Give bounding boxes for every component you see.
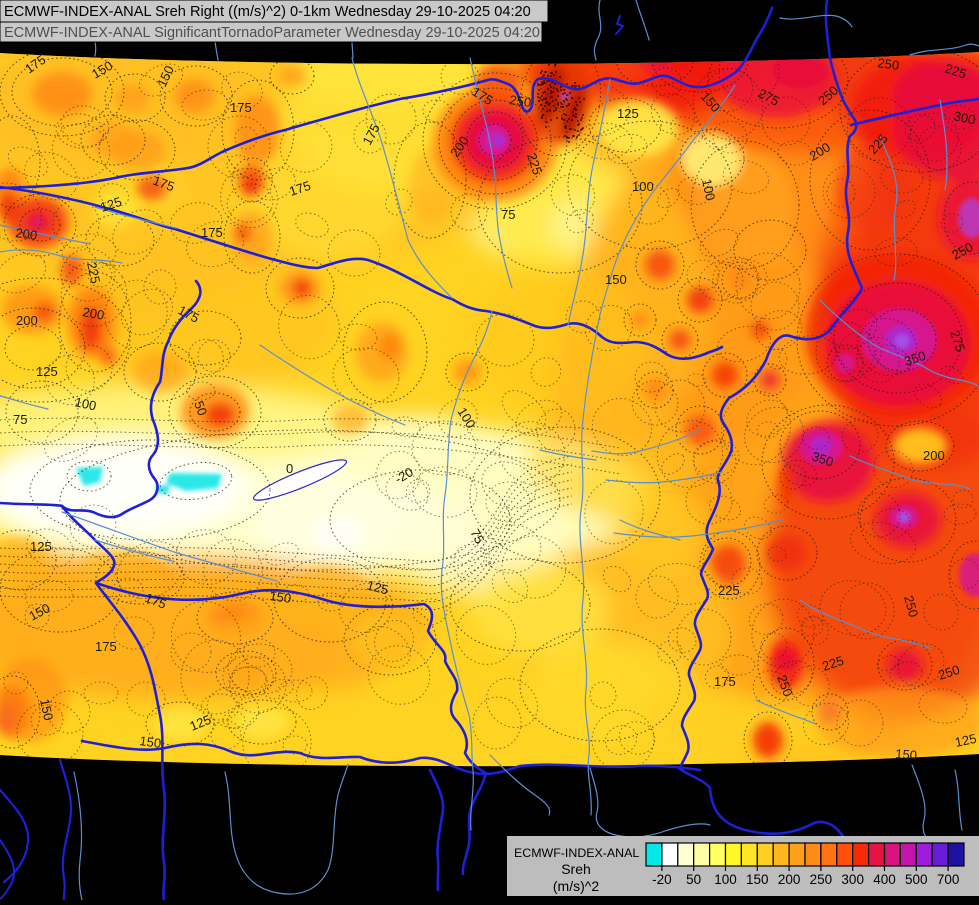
svg-text:300: 300 [841,872,864,887]
svg-text:225: 225 [943,61,968,82]
svg-text:350: 350 [902,348,927,369]
svg-text:175: 175 [230,100,252,115]
svg-text:150: 150 [37,698,56,722]
svg-text:150: 150 [895,746,918,763]
svg-text:150: 150 [746,872,769,887]
svg-text:350: 350 [810,449,835,470]
svg-text:200: 200 [15,225,39,243]
svg-text:ECMWF-INDEX-ANAL Sreh Right ((: ECMWF-INDEX-ANAL Sreh Right ((m/s)^2) 0-… [4,4,531,20]
svg-text:Sreh: Sreh [561,861,591,877]
svg-text:75: 75 [467,526,487,546]
svg-text:175: 175 [714,674,736,689]
svg-text:250: 250 [901,594,921,619]
svg-text:200: 200 [81,304,105,323]
svg-text:200: 200 [16,313,38,328]
svg-text:0: 0 [286,461,293,476]
svg-text:225: 225 [820,653,845,674]
svg-text:175: 175 [287,178,312,199]
svg-text:125: 125 [617,106,639,121]
svg-text:200: 200 [923,448,945,463]
svg-text:225: 225 [84,261,103,285]
svg-text:125: 125 [30,539,52,554]
svg-text:100: 100 [632,179,654,194]
svg-text:ECMWF-INDEX-ANAL SignificantTo: ECMWF-INDEX-ANAL SignificantTornadoParam… [4,25,540,41]
svg-text:300: 300 [952,108,976,127]
svg-text:150: 150 [605,272,627,287]
svg-text:125: 125 [365,577,390,597]
svg-text:250: 250 [509,92,533,110]
svg-text:200: 200 [778,872,801,887]
svg-text:-20: -20 [652,872,672,887]
svg-text:100: 100 [699,178,718,202]
svg-text:125: 125 [36,364,58,379]
svg-text:175: 175 [95,639,117,654]
svg-text:700: 700 [937,872,960,887]
svg-text:500: 500 [905,872,928,887]
svg-text:150: 150 [139,733,163,751]
svg-text:225: 225 [524,151,545,176]
svg-text:400: 400 [873,872,896,887]
svg-text:250: 250 [810,872,833,887]
svg-text:(m/s)^2: (m/s)^2 [553,878,599,894]
svg-text:125: 125 [954,731,978,750]
svg-text:50: 50 [191,399,210,418]
svg-text:175: 175 [201,225,223,240]
svg-text:250: 250 [877,55,901,73]
svg-text:275: 275 [947,328,968,353]
svg-text:100: 100 [73,394,97,413]
svg-text:250: 250 [774,673,796,699]
svg-text:75: 75 [501,207,515,222]
svg-text:225: 225 [718,583,740,598]
svg-text:ECMWF-INDEX-ANAL: ECMWF-INDEX-ANAL [514,846,639,860]
svg-text:100: 100 [714,872,737,887]
svg-text:175: 175 [151,173,177,195]
svg-text:150: 150 [269,588,293,606]
svg-text:250: 250 [936,662,961,683]
svg-text:50: 50 [686,872,701,887]
svg-text:125: 125 [98,194,123,215]
svg-text:75: 75 [13,412,27,427]
